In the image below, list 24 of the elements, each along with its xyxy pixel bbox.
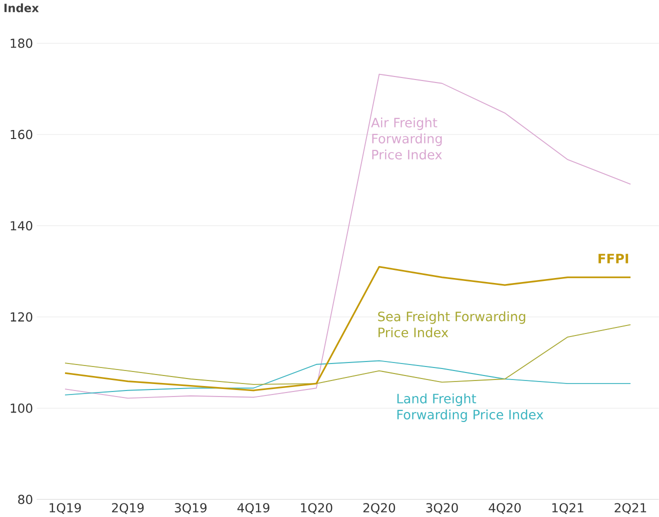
x-tick-label: 4Q19 <box>237 502 270 514</box>
x-tick-label: 3Q19 <box>174 502 207 514</box>
y-axis-title: Index <box>4 3 39 12</box>
y-tick-label: 100 <box>10 403 32 413</box>
x-tick-label: 1Q19 <box>50 502 81 514</box>
x-tick-label: 1Q21 <box>552 502 584 514</box>
x-tick-label: 3Q20 <box>426 502 458 514</box>
y-tick-label: 160 <box>10 130 32 140</box>
x-tick-label: 4Q20 <box>488 502 521 514</box>
y-tick-label: 120 <box>10 312 32 322</box>
series-label: Land Freight Forwarding Price Index <box>397 393 544 422</box>
x-tick-label: 2Q21 <box>614 502 646 514</box>
line-series <box>64 266 632 392</box>
x-tick-label: 1Q20 <box>301 502 332 514</box>
line-series <box>64 324 631 385</box>
x-tick-label: 2Q19 <box>112 502 144 514</box>
line-series <box>64 360 631 396</box>
y-tick-label: 180 <box>10 38 32 48</box>
x-tick-label: 2Q20 <box>363 502 396 514</box>
series-label: Air Freight Forwarding Price Index <box>371 117 442 160</box>
y-tick-label: 80 <box>18 494 32 504</box>
y-tick-label: 140 <box>10 220 32 230</box>
series-label: Sea Freight Forwarding Price Index <box>378 311 526 338</box>
series-label: FFPI <box>598 254 628 264</box>
